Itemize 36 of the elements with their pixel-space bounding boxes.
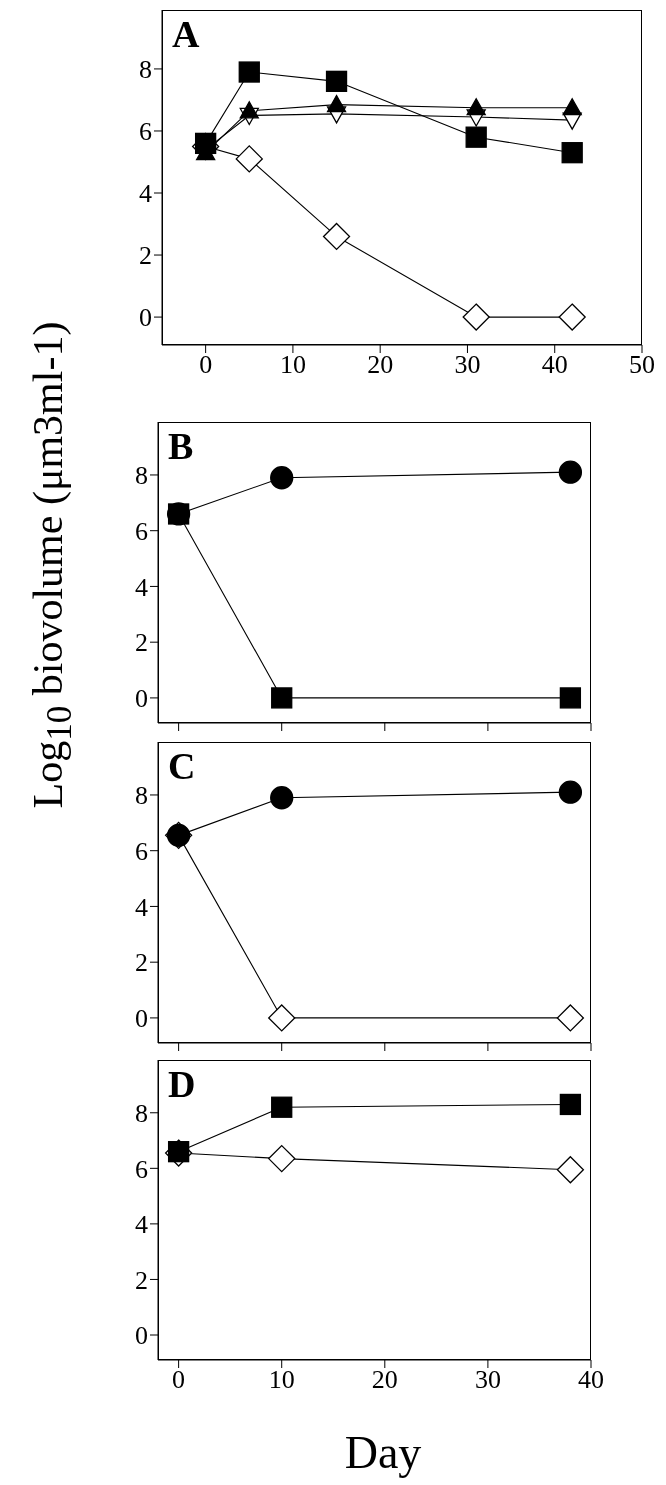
y-tick-label: 4 bbox=[139, 179, 152, 209]
chart-title: C bbox=[168, 745, 196, 787]
y-tick-label: 2 bbox=[135, 948, 148, 978]
y-tick-label: 0 bbox=[135, 1321, 148, 1351]
y-tick-label: 6 bbox=[139, 117, 152, 147]
y-tick-label: 6 bbox=[135, 516, 148, 546]
y-tick-label: 4 bbox=[135, 572, 148, 602]
y-tick-label: 4 bbox=[135, 1210, 148, 1240]
x-tick-label: 50 bbox=[629, 350, 655, 380]
x-axis-title: Day bbox=[343, 1426, 423, 1480]
chart-title: B bbox=[168, 425, 194, 467]
x-tick-label: 40 bbox=[541, 350, 568, 380]
y-tick-label: 8 bbox=[135, 461, 148, 491]
x-tick-label: 30 bbox=[454, 350, 481, 380]
y-tick-label: 0 bbox=[135, 1004, 148, 1034]
x-tick-label: 20 bbox=[367, 350, 394, 380]
y-tick-label: 6 bbox=[135, 1154, 148, 1184]
y-tick-label: 4 bbox=[135, 892, 148, 922]
x-tick-label: 30 bbox=[474, 1365, 501, 1395]
x-tick-label: 40 bbox=[578, 1365, 604, 1395]
y-tick-label: 2 bbox=[135, 1265, 148, 1295]
y-tick-label: 2 bbox=[139, 241, 152, 271]
chart-title: A bbox=[172, 13, 200, 55]
y-tick-label: 0 bbox=[135, 684, 148, 714]
y-tick-label: 0 bbox=[139, 303, 152, 333]
x-tick-label: 10 bbox=[268, 1365, 295, 1395]
x-tick-label: 10 bbox=[279, 350, 306, 380]
y-tick-label: 8 bbox=[135, 781, 148, 811]
y-tick-label: 6 bbox=[135, 836, 148, 866]
y-tick-label: 8 bbox=[135, 1099, 148, 1129]
y-tick-label: 2 bbox=[135, 628, 148, 658]
x-tick-label: 0 bbox=[172, 1365, 186, 1395]
y-tick-label: 8 bbox=[139, 55, 152, 85]
chart-title: D bbox=[168, 1063, 196, 1105]
x-tick-label: 20 bbox=[371, 1365, 398, 1395]
x-tick-label: 0 bbox=[199, 350, 213, 380]
